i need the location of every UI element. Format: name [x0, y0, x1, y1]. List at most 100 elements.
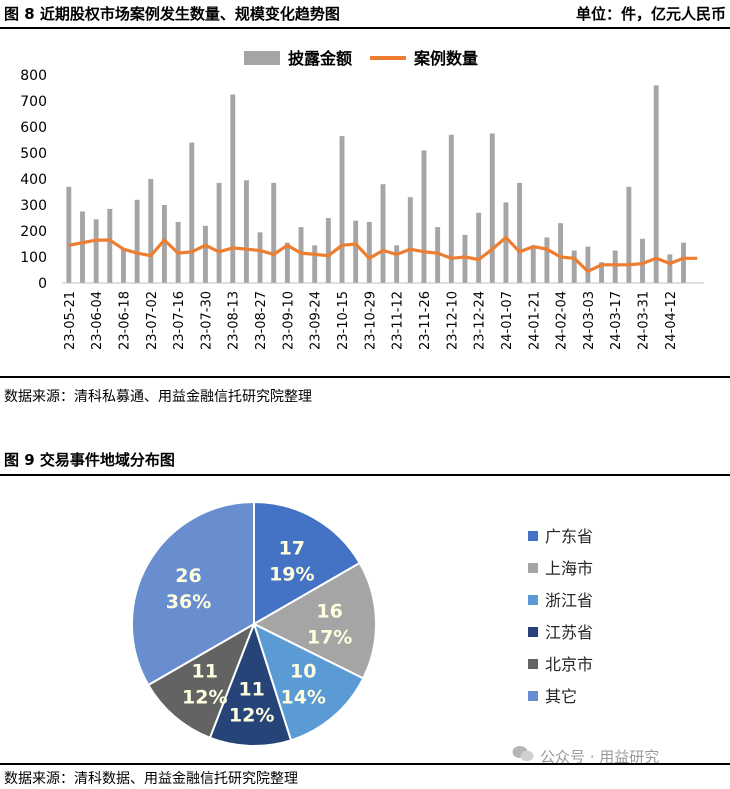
fig8-source: 数据来源：清科私募通、用益金融信托研究院整理	[4, 389, 312, 405]
bar-mark	[585, 246, 591, 283]
x-tick-label: 24-03-17	[609, 291, 624, 350]
x-tick-label: 24-04-12	[664, 291, 679, 350]
bar-mark	[325, 218, 331, 283]
line-series-path	[68, 235, 698, 273]
bar-mark	[640, 238, 645, 283]
x-tick-label: 23-05-21	[63, 291, 78, 350]
fig8-title: 图 8 近期股权市场案例发生数量、规模变化趋势图	[4, 4, 340, 23]
pie-percent-label: 17%	[307, 627, 352, 649]
x-tick-label: 23-09-10	[281, 291, 296, 350]
y-tick-label: 800	[20, 68, 47, 84]
fig9-top-rule	[0, 474, 730, 476]
bar-mark	[571, 250, 577, 283]
pie-percent-label: 36%	[166, 591, 211, 613]
bar-mark	[366, 221, 372, 283]
bar-mark	[298, 227, 304, 283]
y-tick-label: 0	[38, 276, 47, 292]
y-tick-label: 100	[20, 250, 47, 266]
fig8-top-rule	[0, 27, 730, 29]
bar-mark	[271, 182, 277, 283]
bar-mark	[667, 254, 673, 283]
bar-mark	[435, 227, 441, 283]
pie-slice	[208, 620, 293, 748]
bar-mark	[599, 262, 605, 283]
bar-mark	[544, 237, 550, 283]
pie-percent-label: 12%	[229, 705, 274, 727]
bar-mark	[503, 202, 509, 283]
legend-label-bar: 披露金额	[288, 49, 352, 68]
pie-legend-label: 其它	[545, 687, 577, 706]
bar-mark	[66, 186, 72, 283]
bar-mark	[407, 197, 413, 283]
bar-mark	[448, 134, 454, 283]
pie-legend-label: 浙江省	[545, 591, 593, 610]
pie-percent-label: 19%	[269, 563, 314, 585]
y-tick-label: 200	[20, 224, 47, 240]
fig8-unit: 单位：件，亿元人民币	[575, 4, 726, 23]
x-tick-label: 24-03-03	[582, 291, 597, 350]
x-tick-label: 24-03-31	[637, 291, 652, 350]
x-tick-label: 23-06-04	[90, 291, 105, 350]
fig9-header: 图 9 交易事件地域分布图	[4, 446, 726, 472]
wechat-icon	[512, 745, 534, 767]
pie-legend-swatch	[528, 691, 538, 701]
pie-slice	[253, 500, 362, 626]
bar-mark	[517, 182, 523, 283]
bar-mark	[257, 232, 263, 283]
bar-mark	[462, 234, 468, 283]
pie-legend-swatch	[528, 627, 538, 637]
bar-mark	[161, 205, 167, 283]
x-tick-label: 23-09-24	[309, 291, 324, 350]
y-tick-label: 400	[20, 172, 47, 188]
x-tick-label: 23-10-15	[336, 291, 351, 350]
pie-count-label: 17	[279, 537, 305, 559]
pie-legend-swatch	[528, 531, 538, 541]
y-tick-label: 700	[20, 94, 47, 110]
pie-count-label: 10	[290, 660, 316, 682]
pie-legend-label: 广东省	[545, 527, 593, 546]
watermark-text: 公众号 · 用益研究	[540, 747, 660, 766]
bar-mark	[653, 85, 659, 284]
x-tick-label: 23-11-12	[391, 291, 406, 350]
x-tick-label: 23-06-18	[117, 291, 132, 350]
bar-mark	[339, 136, 345, 283]
x-tick-label: 23-08-13	[227, 291, 242, 350]
pie-count-label: 16	[316, 601, 342, 623]
fig8-bottom-rule	[0, 376, 730, 378]
bar-mark	[312, 245, 318, 283]
x-tick-label: 23-12-24	[473, 291, 488, 350]
y-tick-label: 500	[20, 146, 47, 162]
fig8-header: 图 8 近期股权市场案例发生数量、规模变化趋势图 单位：件，亿元人民币	[4, 0, 726, 26]
legend-swatch-bar	[244, 51, 280, 65]
fig9-title: 图 9 交易事件地域分布图	[4, 450, 175, 469]
bar-mark	[380, 184, 386, 283]
x-tick-label: 23-10-29	[363, 291, 378, 350]
pie-percent-label: 14%	[280, 686, 325, 708]
pie-legend-swatch	[528, 659, 538, 669]
x-tick-label: 24-02-04	[555, 291, 570, 350]
bar-mark	[80, 211, 85, 283]
bar-mark	[353, 220, 359, 283]
y-tick-label: 600	[20, 120, 47, 136]
bar-mark	[530, 247, 536, 283]
x-tick-label: 23-11-26	[418, 291, 433, 350]
pie-count-label: 26	[175, 565, 201, 587]
pie-slice	[130, 500, 255, 687]
pie-count-label: 11	[192, 660, 218, 682]
legend-label-line: 案例数量	[413, 49, 478, 68]
fig9-bottom-rule	[0, 763, 730, 765]
bar-mark	[148, 179, 154, 283]
bar-mark	[612, 250, 618, 283]
bar-mark	[121, 249, 126, 283]
fig9-pie-chart: 17 19%16 17% 10 14% 11 12% 11 12% 26 36% 广东省上海市浙江省江…	[130, 500, 593, 748]
pie-legend-swatch	[528, 563, 538, 573]
pie-slice	[146, 621, 256, 740]
fig8-bar-line-chart: 披露金额 案例数量 0 100 200 300 400 500 600 700 800 23-05-2…	[20, 49, 704, 350]
bar-mark	[93, 219, 99, 283]
bar-mark	[134, 199, 140, 283]
x-tick-label: 23-07-30	[199, 291, 214, 350]
x-tick-label: 23-07-02	[145, 291, 160, 350]
bar-mark	[230, 94, 236, 283]
pie-count-label: 11	[238, 679, 264, 701]
bar-mark	[189, 142, 195, 283]
